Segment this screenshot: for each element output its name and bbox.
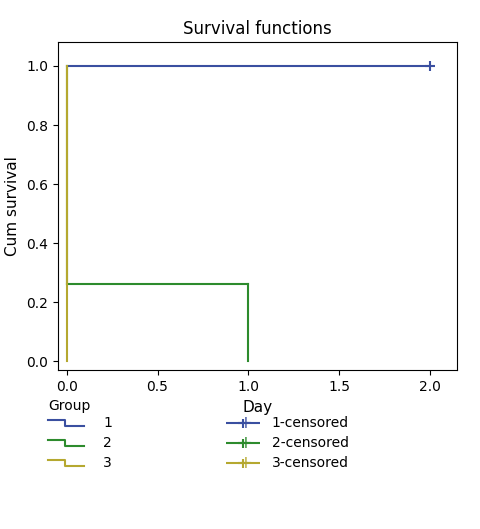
Text: Group: Group (48, 399, 90, 413)
Text: 2: 2 (103, 436, 112, 450)
Text: 2-censored: 2-censored (271, 436, 348, 450)
Text: 3-censored: 3-censored (271, 457, 348, 470)
Y-axis label: Cum survival: Cum survival (5, 157, 20, 256)
X-axis label: Day: Day (242, 399, 272, 415)
Text: +: + (238, 454, 252, 472)
Text: 1: 1 (103, 416, 112, 430)
Text: +: + (238, 434, 252, 452)
Title: Survival functions: Survival functions (182, 20, 331, 38)
Text: 1-censored: 1-censored (271, 416, 348, 430)
Text: +: + (238, 414, 252, 432)
Text: 3: 3 (103, 457, 112, 470)
